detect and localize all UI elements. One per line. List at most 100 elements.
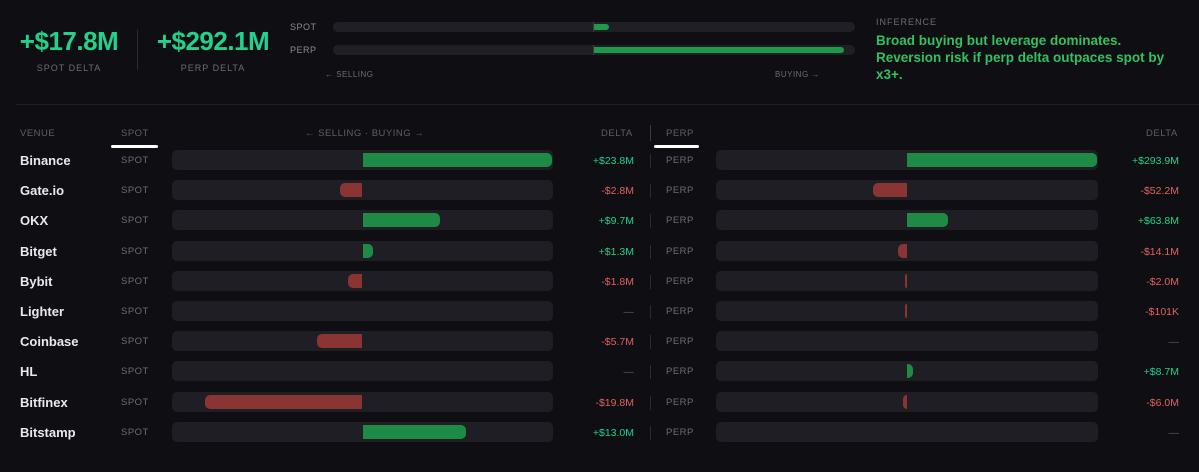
perp-delta-header: DELTA [1146, 128, 1178, 139]
column-separator [650, 335, 651, 350]
inference-title: INFERENCE [876, 17, 938, 27]
spot-tag: SPOT [121, 366, 149, 378]
spot-tag: SPOT [121, 185, 149, 197]
column-separator [650, 365, 651, 380]
perp-delta-metric: +$292.1M PERP DELTA [152, 26, 274, 73]
spot-delta-track [172, 301, 553, 321]
perp-summary-fill [594, 47, 844, 53]
column-separator [650, 154, 651, 168]
perp-delta-value: -$52.2M [1140, 185, 1179, 198]
spot-delta-bar [362, 213, 440, 228]
spot-delta-label: SPOT DELTA [36, 63, 102, 73]
center-line [593, 22, 594, 32]
column-separator [650, 125, 651, 141]
spot-delta-header: DELTA [601, 128, 633, 139]
perp-delta-value: +$293.9M [1132, 155, 1179, 167]
spot-tag: SPOT [121, 336, 149, 348]
center-line [593, 45, 594, 55]
perp-delta-value: +$292.1M [156, 26, 270, 56]
perp-tag: PERP [666, 185, 694, 197]
spot-delta-value: -$5.7M [601, 336, 634, 349]
column-separator [650, 214, 651, 229]
venue-name: HL [20, 364, 38, 380]
spot-delta-bar [362, 424, 466, 439]
column-separator [650, 425, 651, 440]
table-row[interactable]: Bitfinex SPOT -$19.8M PERP -$6.0M [0, 388, 1199, 418]
table-row[interactable]: Binance SPOT +$23.8M PERP +$293.9M [0, 146, 1199, 176]
table-row[interactable]: Lighter SPOT — PERP -$101K [0, 297, 1199, 327]
perp-delta-value: -$2.0M [1146, 275, 1179, 288]
perp-tag: PERP [666, 275, 694, 287]
spot-tag: SPOT [121, 275, 149, 287]
spot-delta-track [172, 391, 553, 412]
perp-delta-track [716, 210, 1098, 231]
perp-delta-track [716, 391, 1098, 412]
axis-header: ← SELLING · BUYING → [305, 128, 425, 139]
table-row[interactable]: Gate.io SPOT -$2.8M PERP -$52.2M [0, 176, 1199, 206]
table-row[interactable]: HL SPOT — PERP +$8.7M [0, 357, 1199, 387]
perp-tag: PERP [666, 396, 694, 408]
axis-selling-label: ← SELLING [325, 70, 374, 79]
perp-tag: PERP [666, 366, 694, 378]
spot-delta-value: -$2.8M [601, 185, 634, 198]
perp-tag: PERP [666, 215, 694, 227]
spot-delta-track [172, 331, 553, 352]
perp-delta-value: — [1168, 426, 1180, 439]
spot-delta-value: +$9.7M [598, 215, 634, 228]
spot-summary-fill [594, 24, 610, 30]
spot-delta-bar [204, 394, 363, 409]
spot-delta-track [172, 421, 553, 442]
table-row[interactable]: Bitstamp SPOT +$13.0M PERP — [0, 418, 1199, 448]
perp-tag: PERP [666, 306, 694, 317]
perp-delta-track [716, 240, 1098, 261]
venue-name: Binance [20, 153, 71, 168]
column-separator [650, 244, 651, 259]
perp-summary-track [333, 45, 855, 55]
perp-delta-bar [905, 273, 907, 288]
tab-perp[interactable]: PERP [666, 128, 694, 139]
table-row[interactable]: Bybit SPOT -$1.8M PERP -$2.0M [0, 267, 1199, 297]
spot-delta-value: -$19.8M [595, 396, 634, 409]
venue-name: Gate.io [20, 183, 65, 199]
spot-delta-bar [317, 334, 363, 349]
spot-tag: SPOT [121, 306, 149, 317]
axis-buying-label: BUYING → [775, 70, 820, 79]
table-row[interactable]: Bitget SPOT +$1.3M PERP -$14.1M [0, 237, 1199, 267]
perp-delta-bar [897, 243, 907, 258]
perp-delta-label: PERP DELTA [180, 63, 246, 73]
spot-delta-bar [348, 273, 363, 288]
perp-delta-track [716, 421, 1098, 442]
table-row[interactable]: Coinbase SPOT -$5.7M PERP — [0, 327, 1199, 357]
perp-delta-bar [905, 304, 907, 318]
spot-delta-track [172, 361, 553, 382]
spot-delta-value: — [623, 366, 635, 379]
perp-delta-value: -$101K [1145, 306, 1179, 318]
venue-name: Bitfinex [20, 394, 68, 410]
spot-delta-value: — [623, 306, 635, 318]
spot-delta-value: +$13.0M [592, 426, 634, 439]
spot-delta-bar [340, 183, 363, 198]
spot-tag: SPOT [121, 396, 149, 408]
venue-name: Bybit [20, 273, 53, 289]
spot-delta-value: +$17.8M [19, 26, 119, 56]
perp-delta-value: +$8.7M [1143, 366, 1179, 379]
perp-delta-bar [903, 394, 907, 409]
spot-bar-label: SPOT [290, 22, 317, 32]
spot-tag: SPOT [121, 426, 149, 438]
spot-tab-indicator [111, 145, 158, 148]
perp-delta-track [716, 150, 1098, 170]
spot-delta-metric: +$17.8M SPOT DELTA [16, 26, 122, 73]
spot-tag: SPOT [121, 215, 149, 227]
spot-tag: SPOT [121, 245, 149, 257]
column-separator [650, 274, 651, 289]
perp-delta-value: -$14.1M [1140, 245, 1179, 258]
perp-tag: PERP [666, 336, 694, 348]
table-row[interactable]: OKX SPOT +$9.7M PERP +$63.8M [0, 206, 1199, 236]
perp-delta-bar [907, 213, 949, 228]
spot-delta-track [172, 270, 553, 291]
perp-tab-indicator [654, 145, 699, 148]
section-divider [16, 104, 1199, 105]
tab-spot[interactable]: SPOT [121, 128, 149, 139]
perp-delta-bar [907, 153, 1097, 167]
perp-delta-track [716, 331, 1098, 352]
